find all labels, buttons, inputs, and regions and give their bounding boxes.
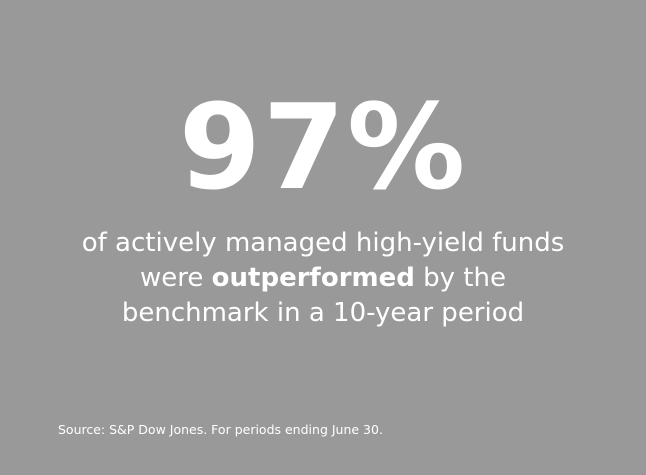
statement-line-3: benchmark in a 10-year period [121,298,525,328]
statement-text: of actively managed high-yield funds wer… [23,226,623,331]
statement-line-1: of actively managed high-yield funds [81,228,565,258]
statement-emphasis: outperformed [211,263,415,293]
source-note: Source: S&P Dow Jones. For periods endin… [58,422,383,437]
statement-line-2: were outperformed by the [23,261,623,296]
statement-line-2-prefix: were [140,263,212,293]
statement-line-2-suffix: by the [414,263,506,293]
headline-stat: 97% [178,78,468,216]
